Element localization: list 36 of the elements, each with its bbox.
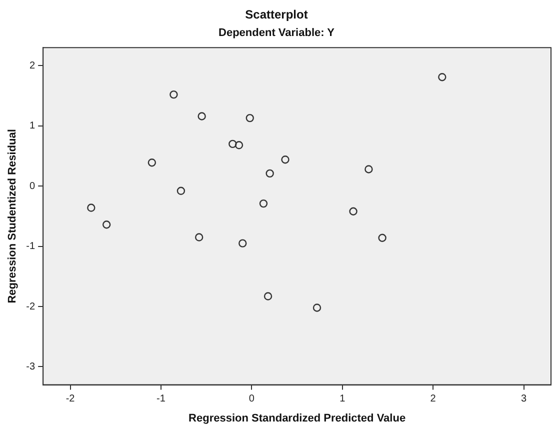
y-tick-label: -3 bbox=[26, 361, 36, 372]
y-tick-label: 2 bbox=[30, 60, 36, 72]
y-tick-label: -1 bbox=[26, 241, 36, 252]
point bbox=[246, 114, 254, 122]
point bbox=[176, 186, 186, 196]
point bbox=[281, 156, 290, 164]
x-tick-label: 3 bbox=[521, 394, 528, 405]
y-tick-label: 1 bbox=[30, 120, 36, 132]
point bbox=[194, 233, 204, 242]
x-tick-label: -2 bbox=[66, 394, 76, 405]
point bbox=[349, 207, 358, 216]
x-tick-label: -1 bbox=[156, 394, 166, 405]
point bbox=[238, 239, 247, 248]
point bbox=[264, 292, 272, 300]
x-tick-label: 0 bbox=[248, 394, 255, 405]
point bbox=[259, 199, 268, 208]
chart-subtitle: Dependent Variable: Y bbox=[218, 27, 336, 40]
x-tick-label: 1 bbox=[340, 394, 346, 405]
point bbox=[234, 141, 244, 150]
y-tick-label: 0 bbox=[30, 180, 36, 192]
point bbox=[364, 165, 373, 174]
point bbox=[266, 169, 274, 178]
point bbox=[438, 73, 446, 82]
y-axis-title: Regression Studentized Residual bbox=[6, 129, 19, 304]
point bbox=[228, 140, 237, 148]
point bbox=[170, 90, 178, 99]
x-tick-label: 2 bbox=[430, 394, 436, 405]
point bbox=[312, 304, 322, 312]
chart-title: Scatterplot bbox=[245, 8, 308, 22]
point bbox=[102, 220, 111, 229]
point bbox=[378, 234, 386, 242]
point bbox=[198, 112, 206, 120]
x-axis-title: Regression Standardized Predicted Value bbox=[188, 412, 406, 424]
point bbox=[87, 204, 96, 212]
point bbox=[148, 158, 156, 167]
y-tick-label: -2 bbox=[26, 301, 36, 312]
